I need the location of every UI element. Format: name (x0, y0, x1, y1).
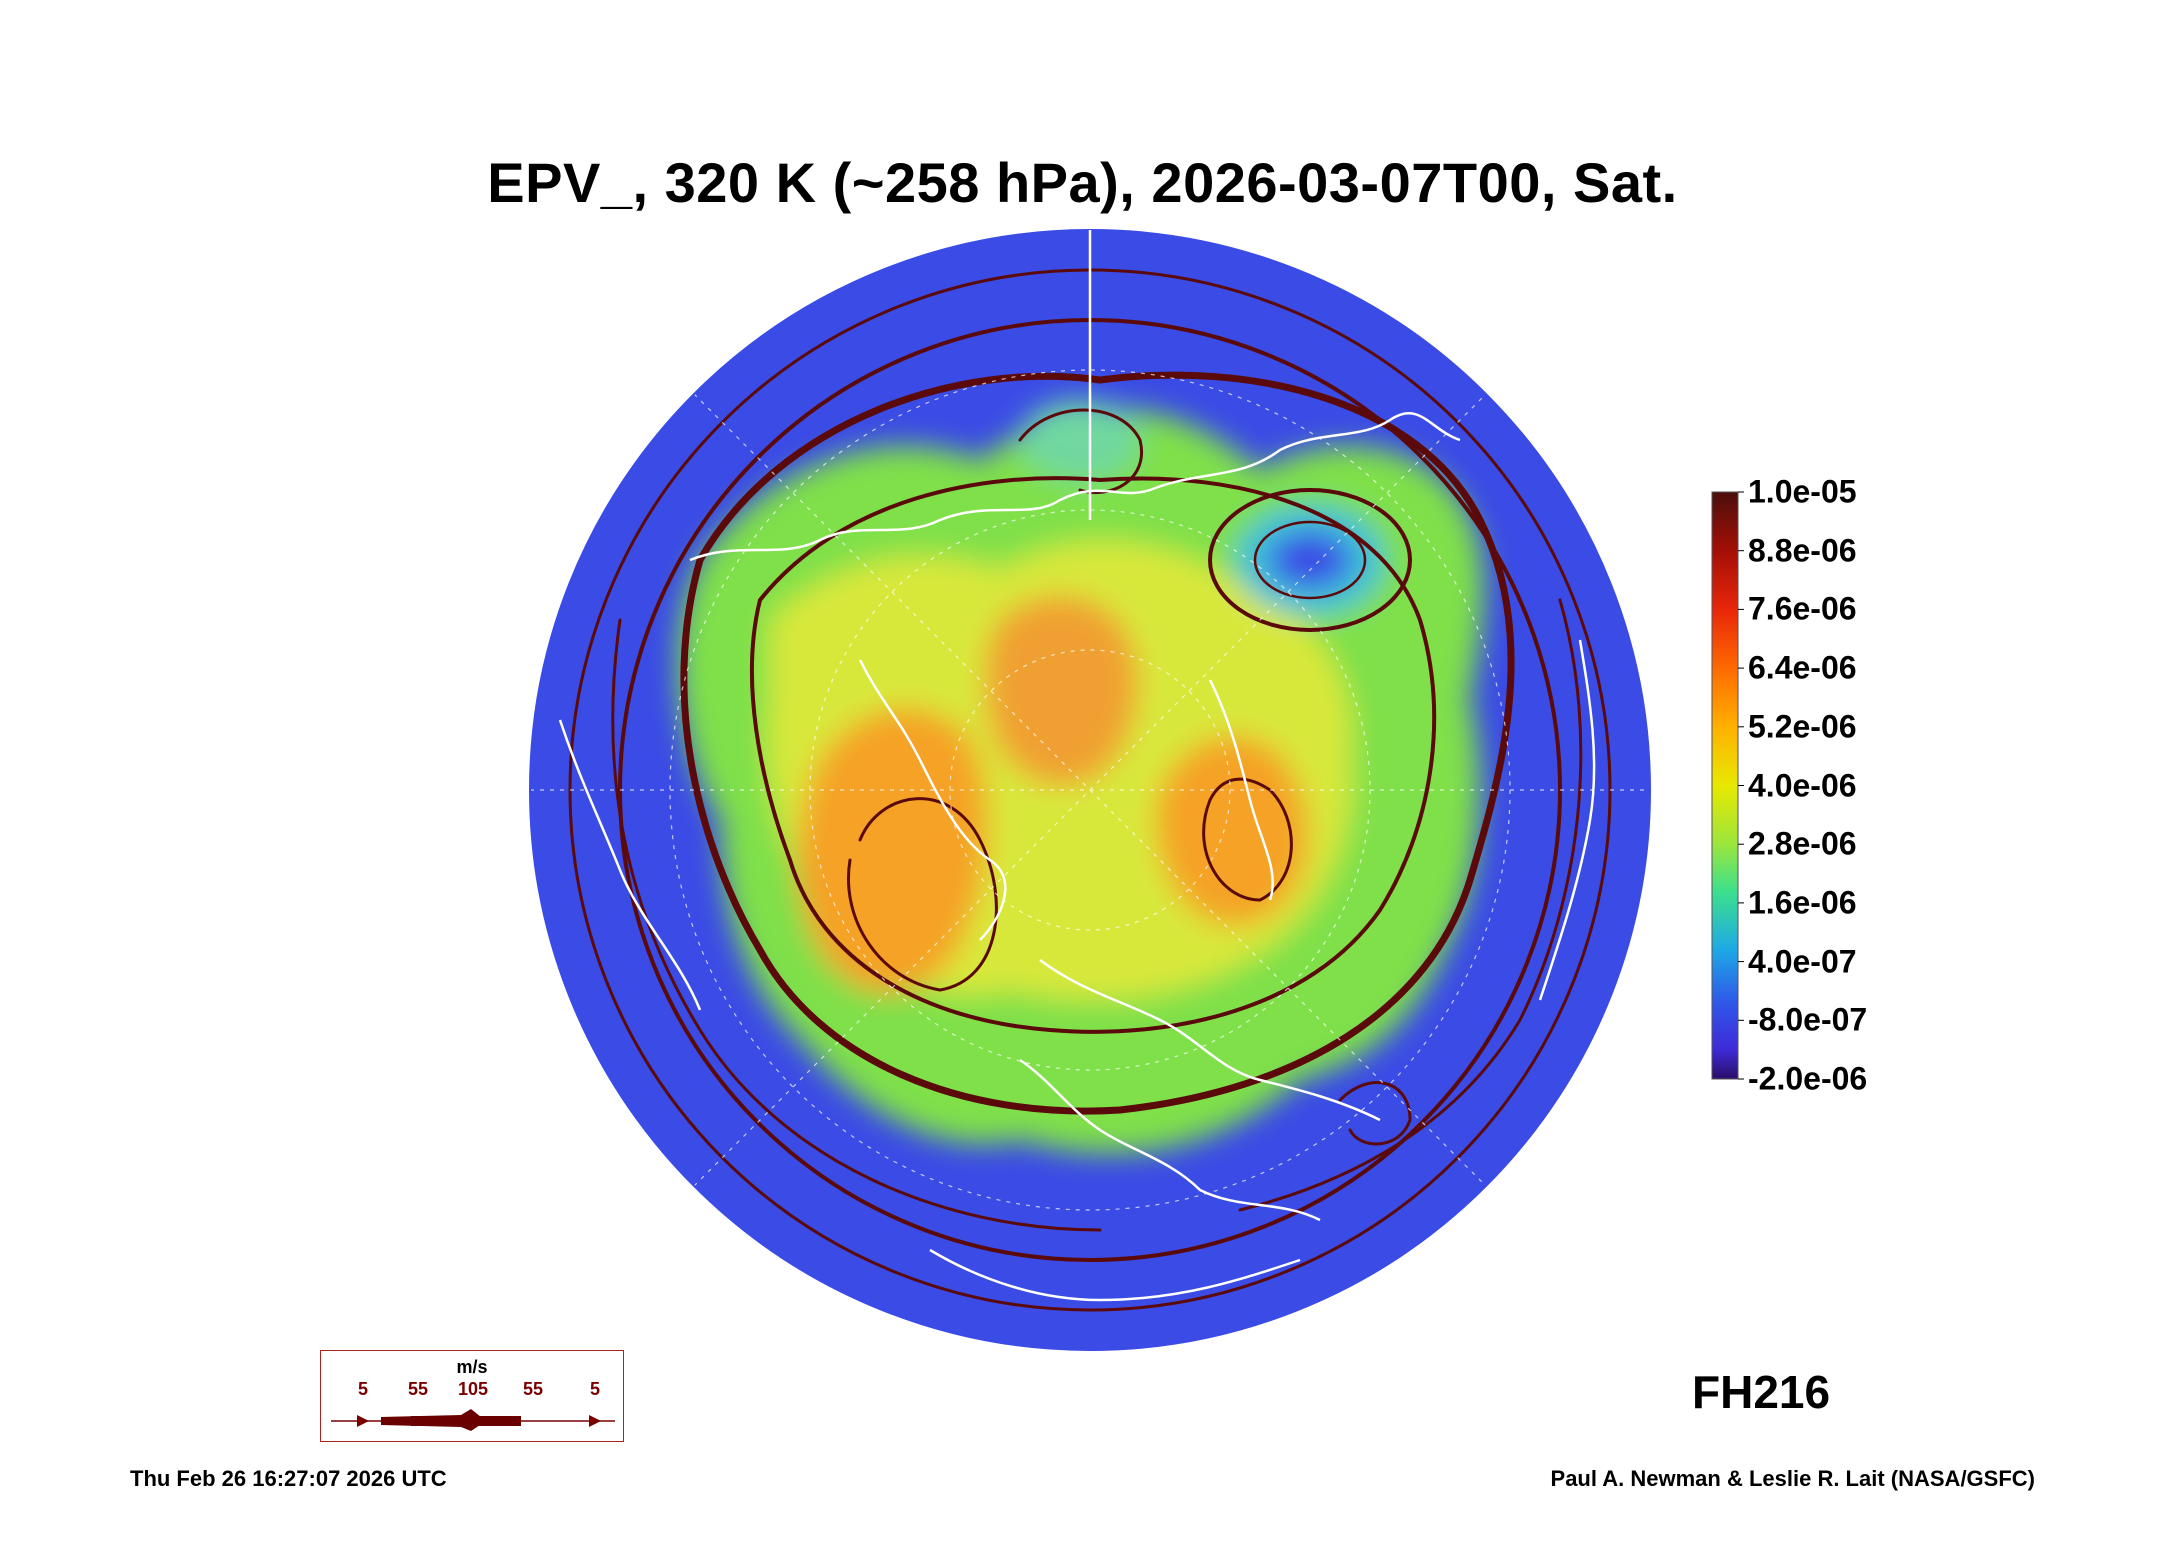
forecast-hour-label: FH216 (1692, 1366, 1831, 1418)
graticule (530, 369, 1650, 1211)
colorbar-label: 1.6e-06 (1748, 884, 1857, 921)
wind-speed-legend: m/s 5 55 105 55 5 (320, 1350, 624, 1442)
colorbar-ticks (1738, 491, 1744, 1080)
colorbar-label: 4.0e-06 (1748, 767, 1857, 803)
wind-legend-tick: 55 (522, 1379, 544, 1399)
pv-orange-region-1 (797, 707, 988, 993)
wind-legend-glyph (331, 1409, 615, 1431)
colorbar-label: -8.0e-07 (1748, 1001, 1868, 1038)
colorbar-label: 2.8e-06 (1748, 825, 1857, 862)
colorbar-label: 6.4e-06 (1748, 649, 1857, 686)
wind-legend-tick: 105 (457, 1379, 489, 1399)
colorbar-label: 4.0e-07 (1748, 943, 1857, 980)
credit-line: Paul A. Newman & Leslie R. Lait (NASA/GS… (1550, 1466, 2035, 1491)
colorbar-label: 5.2e-06 (1748, 708, 1857, 745)
pv-orange-region-2 (1156, 736, 1308, 926)
colorbar-label: -2.0e-06 (1748, 1060, 1868, 1097)
map-title: EPV_, 320 K (~258 hPa), 2026-03-07T00, S… (487, 151, 1678, 214)
generated-timestamp: Thu Feb 26 16:27:07 2026 UTC (130, 1466, 447, 1491)
coastlines (558, 412, 1596, 1302)
wind-legend-tick: 5 (589, 1379, 601, 1399)
pv-orange-region-3 (984, 595, 1138, 787)
colorbar (1711, 491, 1739, 1080)
colorbar-label: 1.0e-05 (1748, 473, 1857, 510)
colorbar-label: 7.6e-06 (1748, 590, 1857, 627)
wind-legend-unit: m/s (456, 1357, 488, 1377)
pv-cyan-ridge (1020, 400, 1140, 480)
wind-legend-tick: 55 (407, 1379, 429, 1399)
colorbar-label: 8.8e-06 (1748, 532, 1857, 569)
pv-blue-core (1270, 532, 1350, 588)
wind-legend-tick: 5 (357, 1379, 369, 1399)
pv-field (530, 230, 1650, 1350)
